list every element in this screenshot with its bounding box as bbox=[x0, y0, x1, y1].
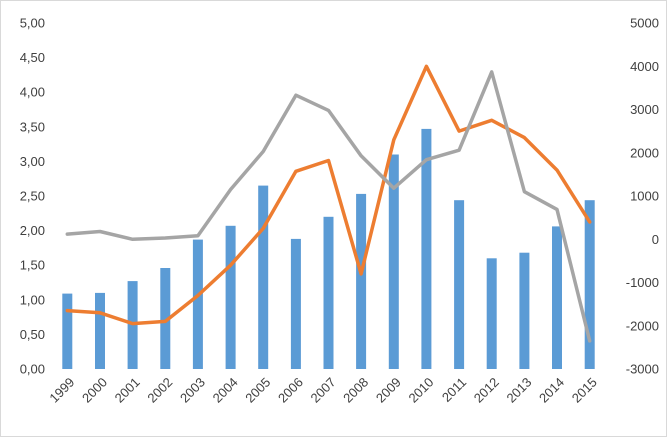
left-axis: 0,00 0,50 1,00 1,50 2,00 2,50 3,00 3,50 4,00 4,50… bbox=[20, 16, 45, 377]
left-tick-label: 2,50 bbox=[20, 189, 45, 204]
left-tick-label: 4,50 bbox=[20, 50, 45, 65]
x-tick-label: 2013 bbox=[503, 375, 534, 406]
x-tick-label: 2015 bbox=[569, 375, 600, 406]
x-tick-label: 1999 bbox=[46, 375, 77, 406]
x-tick-label: 2001 bbox=[112, 375, 143, 406]
x-tick-label: 2009 bbox=[373, 375, 404, 406]
bar-2003 bbox=[192, 239, 203, 369]
bar-series bbox=[62, 128, 595, 369]
bar-2007 bbox=[323, 216, 334, 369]
x-tick-label: 2004 bbox=[210, 375, 241, 406]
right-tick-label: 1000 bbox=[630, 189, 659, 204]
bar-2014 bbox=[552, 226, 562, 369]
right-tick-label: -3000 bbox=[626, 362, 659, 377]
right-tick-label: 3000 bbox=[630, 102, 659, 117]
bar-2008 bbox=[356, 193, 367, 369]
right-tick-label: 0 bbox=[652, 232, 659, 247]
right-tick-label: 2000 bbox=[630, 145, 659, 160]
x-tick-label: 2007 bbox=[308, 375, 339, 406]
right-tick-label: 4000 bbox=[630, 59, 659, 74]
left-tick-label: 1,00 bbox=[20, 292, 45, 307]
x-axis: 1999 2000 2001 2002 2003 2004 2005 2006 2007 2008… bbox=[46, 375, 599, 406]
x-tick-label: 2003 bbox=[177, 375, 208, 406]
bar-2011 bbox=[454, 200, 465, 369]
right-tick-label: -1000 bbox=[626, 275, 659, 290]
x-tick-label: 2006 bbox=[275, 375, 306, 406]
bar-1999 bbox=[62, 293, 73, 369]
left-tick-label: 4,00 bbox=[20, 85, 45, 100]
bar-2000 bbox=[95, 292, 105, 369]
x-tick-label: 2000 bbox=[79, 375, 110, 406]
x-tick-label: 2011 bbox=[439, 375, 469, 405]
bar-2012 bbox=[486, 258, 497, 369]
bar-2004 bbox=[225, 225, 236, 369]
bar-2015 bbox=[584, 200, 595, 369]
x-tick-label: 2014 bbox=[536, 375, 567, 406]
left-tick-label: 1,50 bbox=[20, 258, 45, 273]
right-tick-label: -2000 bbox=[626, 318, 659, 333]
bar-2002 bbox=[160, 268, 171, 369]
bar-2009 bbox=[388, 154, 399, 369]
right-tick-label: 5000 bbox=[630, 16, 659, 31]
bar-2010 bbox=[421, 128, 432, 369]
left-tick-label: 0,00 bbox=[20, 362, 45, 377]
line-series bbox=[65, 64, 592, 343]
left-tick-label: 2,00 bbox=[20, 223, 45, 238]
bar-2006 bbox=[290, 238, 301, 369]
line-series-1 bbox=[65, 64, 592, 326]
x-tick-label: 2008 bbox=[340, 375, 371, 406]
line-series-2 bbox=[65, 70, 592, 343]
left-tick-label: 5,00 bbox=[20, 16, 45, 31]
bar-2005 bbox=[258, 185, 269, 369]
x-tick-label: 2005 bbox=[242, 375, 273, 406]
left-tick-label: 0,50 bbox=[20, 327, 45, 342]
left-tick-label: 3,50 bbox=[20, 119, 45, 134]
x-tick-label: 2010 bbox=[405, 375, 436, 406]
left-tick-label: 3,00 bbox=[20, 154, 45, 169]
x-tick-label: 2002 bbox=[144, 375, 175, 406]
x-tick-label: 2012 bbox=[471, 375, 502, 406]
right-axis: -3000 -2000 -1000 0 1000 2000 3000 4000 5000 bbox=[626, 16, 659, 377]
bar-2013 bbox=[519, 252, 530, 369]
